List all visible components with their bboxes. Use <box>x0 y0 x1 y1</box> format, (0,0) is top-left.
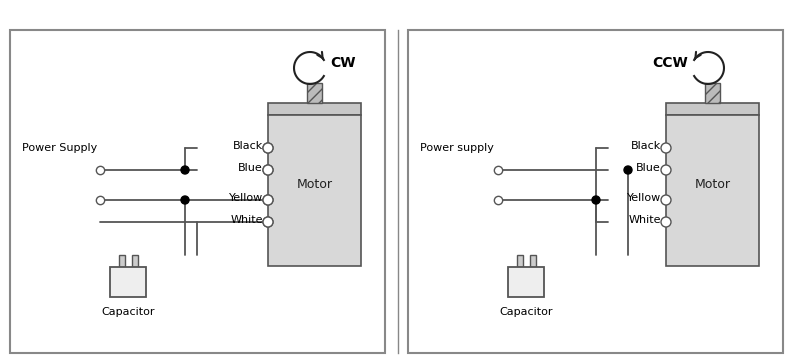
Circle shape <box>661 165 671 175</box>
Bar <box>517 255 523 267</box>
Text: Yellow: Yellow <box>626 193 661 203</box>
Circle shape <box>661 143 671 153</box>
Circle shape <box>263 165 273 175</box>
Text: CCW: CCW <box>652 56 688 70</box>
Bar <box>119 255 125 267</box>
Text: Black: Black <box>233 141 263 151</box>
Bar <box>666 103 759 115</box>
Bar <box>666 115 759 266</box>
Circle shape <box>263 217 273 227</box>
Bar <box>408 30 783 353</box>
Circle shape <box>263 195 273 205</box>
Circle shape <box>592 196 600 204</box>
Text: Black: Black <box>630 141 661 151</box>
Bar <box>530 255 536 267</box>
Text: Yellow: Yellow <box>229 193 263 203</box>
Circle shape <box>661 217 671 227</box>
Circle shape <box>661 195 671 205</box>
Circle shape <box>181 166 189 174</box>
Text: CW: CW <box>330 56 355 70</box>
Text: Blue: Blue <box>238 163 263 173</box>
Bar <box>132 255 138 267</box>
Text: Capacitor: Capacitor <box>102 307 154 317</box>
Bar <box>268 103 361 115</box>
Bar <box>705 83 720 103</box>
Bar <box>268 115 361 266</box>
Circle shape <box>263 217 273 227</box>
Text: Motor: Motor <box>694 178 730 191</box>
Text: Power supply: Power supply <box>420 143 494 153</box>
Circle shape <box>263 143 273 153</box>
Text: White: White <box>230 215 263 225</box>
Text: Motor: Motor <box>297 178 333 191</box>
Circle shape <box>263 195 273 205</box>
Circle shape <box>181 196 189 204</box>
Bar <box>307 83 322 103</box>
Text: Capacitor: Capacitor <box>499 307 553 317</box>
Circle shape <box>624 166 632 174</box>
Bar <box>508 267 544 297</box>
Text: Blue: Blue <box>636 163 661 173</box>
Circle shape <box>263 143 273 153</box>
Circle shape <box>263 165 273 175</box>
Text: White: White <box>629 215 661 225</box>
Bar <box>110 267 146 297</box>
Text: Power Supply: Power Supply <box>22 143 98 153</box>
Bar <box>10 30 385 353</box>
